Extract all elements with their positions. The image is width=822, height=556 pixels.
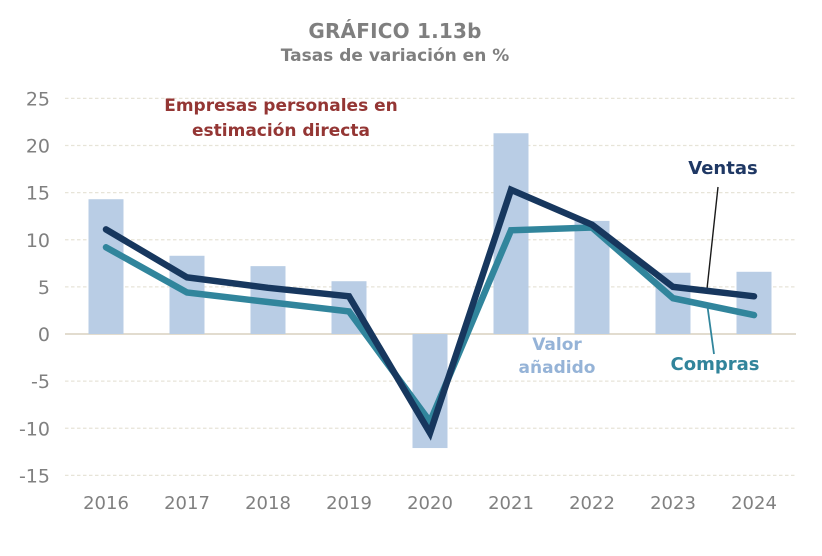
chart-subtitle: Tasas de variación en %	[280, 46, 510, 66]
annotation-line-2: estimación directa	[192, 121, 370, 141]
svg-text:2017: 2017	[164, 493, 210, 514]
svg-text:-5: -5	[31, 371, 50, 393]
svg-text:2024: 2024	[731, 493, 777, 514]
svg-text:2018: 2018	[245, 493, 291, 514]
valor-anadido-series-label: Valor añadido	[487, 334, 627, 380]
compras-series-label: Compras	[670, 354, 760, 375]
svg-text:25: 25	[26, 88, 50, 110]
svg-text:20: 20	[26, 136, 50, 158]
valor-label-line-1: Valor	[532, 335, 582, 355]
svg-text:2016: 2016	[83, 493, 129, 514]
svg-text:-10: -10	[19, 418, 50, 440]
chart-title: GRÁFICO 1.13b	[308, 19, 482, 43]
svg-text:2019: 2019	[326, 493, 372, 514]
svg-text:0: 0	[38, 324, 50, 346]
annotation-line-1: Empresas personales en	[164, 96, 398, 116]
svg-text:10: 10	[26, 230, 50, 252]
valor-label-line-2: añadido	[518, 358, 596, 378]
svg-text:2020: 2020	[407, 493, 453, 514]
svg-text:2023: 2023	[650, 493, 696, 514]
svg-text:5: 5	[38, 277, 50, 299]
annotation-empresas-personales: Empresas personales en estimación direct…	[116, 94, 446, 144]
svg-text:-15: -15	[19, 465, 50, 487]
svg-text:2022: 2022	[569, 493, 615, 514]
ventas-series-label: Ventas	[688, 158, 758, 179]
svg-text:2021: 2021	[488, 493, 534, 514]
svg-text:15: 15	[26, 183, 50, 205]
